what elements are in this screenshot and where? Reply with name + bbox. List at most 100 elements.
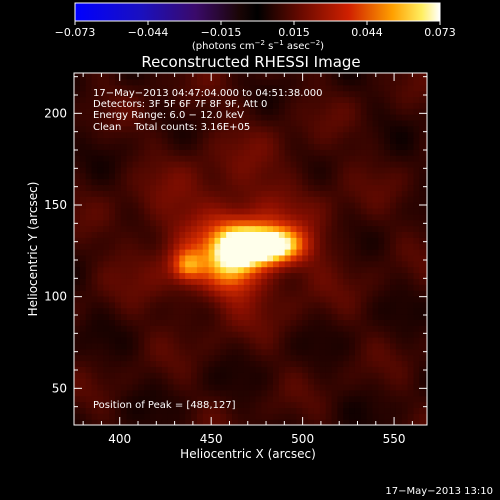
- heatmap-cell: [191, 354, 198, 362]
- heatmap-cell: [413, 372, 420, 379]
- heatmap-cell: [313, 419, 321, 425]
- heatmap-cell: [196, 243, 204, 250]
- heatmap-cell: [226, 278, 233, 285]
- heatmap-cell: [237, 337, 245, 344]
- heatmap-cell: [302, 143, 309, 150]
- heatmap-cell: [290, 149, 298, 156]
- heatmap-cell: [319, 266, 327, 274]
- heatmap-cell: [407, 360, 415, 367]
- heatmap-cell: [302, 196, 309, 203]
- heatmap-cell: [243, 125, 251, 133]
- heatmap-cell: [372, 155, 379, 162]
- heatmap-cell: [144, 90, 151, 98]
- heatmap-cell: [237, 383, 245, 391]
- heatmap-cell: [132, 372, 139, 379]
- heatmap-cell: [354, 73, 362, 80]
- heatmap-cell: [349, 207, 356, 215]
- heatmap-cell: [261, 131, 268, 139]
- heatmap-cell: [378, 184, 385, 191]
- heatmap-cell: [401, 401, 409, 408]
- heatmap-cell: [114, 166, 122, 174]
- heatmap-cell: [401, 149, 409, 156]
- heatmap-cell: [202, 102, 210, 109]
- heatmap-cell: [395, 260, 403, 268]
- heatmap-cell: [261, 354, 268, 362]
- heatmap-cell: [120, 249, 128, 256]
- heatmap-cell: [313, 342, 321, 350]
- heatmap-cell: [120, 337, 128, 344]
- heatmap-cell: [74, 272, 81, 279]
- heatmap-cell: [267, 213, 274, 221]
- heatmap-cell: [191, 301, 198, 309]
- heatmap-cell: [85, 413, 93, 420]
- heatmap-cell: [302, 290, 309, 297]
- heatmap-cell: [144, 213, 151, 221]
- heatmap-cell: [226, 337, 233, 344]
- heatmap-cell: [214, 125, 221, 133]
- heatmap-cell: [85, 378, 93, 385]
- heatmap-cell: [226, 96, 233, 103]
- heatmap-cell: [185, 254, 192, 262]
- heatmap-cell: [390, 419, 397, 425]
- heatmap-cell: [114, 131, 122, 139]
- heatmap-cell: [74, 307, 81, 315]
- heatmap-cell: [372, 119, 379, 127]
- heatmap-cell: [196, 260, 204, 268]
- heatmap-cell: [325, 143, 333, 150]
- heatmap-cell: [413, 360, 420, 367]
- heatmap-cell: [360, 319, 368, 326]
- heatmap-cell: [155, 84, 163, 92]
- heatmap-cell: [267, 401, 274, 408]
- heatmap-cell: [425, 213, 427, 221]
- heatmap-cell: [132, 114, 139, 121]
- heatmap-cell: [337, 155, 344, 162]
- heatmap-cell: [407, 413, 415, 420]
- heatmap-cell: [226, 313, 233, 320]
- heatmap-cell: [150, 307, 157, 315]
- heatmap-cell: [313, 155, 321, 162]
- heatmap-cell: [202, 172, 210, 180]
- heatmap-cell: [267, 278, 274, 285]
- heatmap-cell: [232, 96, 239, 103]
- heatmap-cell: [237, 348, 245, 356]
- heatmap-cell: [395, 254, 403, 262]
- heatmap-cell: [232, 249, 239, 256]
- annotation-clean-counts: Clean Total counts: 3.16E+05: [93, 122, 250, 133]
- heatmap-cell: [401, 237, 409, 244]
- heatmap-cell: [360, 290, 368, 297]
- heatmap-cell: [296, 213, 303, 221]
- heatmap-cell: [378, 190, 385, 197]
- heatmap-cell: [144, 295, 151, 303]
- heatmap-cell: [360, 325, 368, 332]
- heatmap-cell: [161, 419, 169, 425]
- heatmap-cell: [302, 266, 309, 274]
- heatmap-cell: [337, 125, 344, 133]
- heatmap-cell: [173, 360, 180, 367]
- heatmap-cell: [261, 295, 268, 303]
- heatmap-cell: [179, 378, 186, 385]
- heatmap-cell: [255, 108, 262, 115]
- heatmap-cell: [308, 114, 315, 121]
- heatmap-cell: [249, 313, 257, 320]
- heatmap-cell: [97, 407, 104, 414]
- heatmap-cell: [278, 366, 286, 373]
- heatmap-cell: [191, 401, 198, 408]
- heatmap-cell: [284, 407, 292, 414]
- heatmap-cell: [91, 190, 99, 197]
- heatmap-cell: [97, 395, 104, 403]
- heatmap-cell: [278, 337, 286, 344]
- heatmap-cell: [85, 249, 93, 256]
- heatmap-cell: [91, 225, 99, 232]
- heatmap-cell: [126, 137, 134, 144]
- heatmap-cell: [155, 278, 163, 285]
- heatmap-cell: [191, 325, 198, 332]
- heatmap-cell: [91, 383, 99, 391]
- heatmap-cell: [120, 419, 128, 425]
- heatmap-cell: [196, 278, 204, 285]
- heatmap-cell: [185, 96, 192, 103]
- heatmap-cell: [273, 366, 280, 373]
- heatmap-cell: [161, 401, 169, 408]
- heatmap-cell: [120, 360, 128, 367]
- heatmap-cell: [354, 249, 362, 256]
- heatmap-cell: [354, 419, 362, 425]
